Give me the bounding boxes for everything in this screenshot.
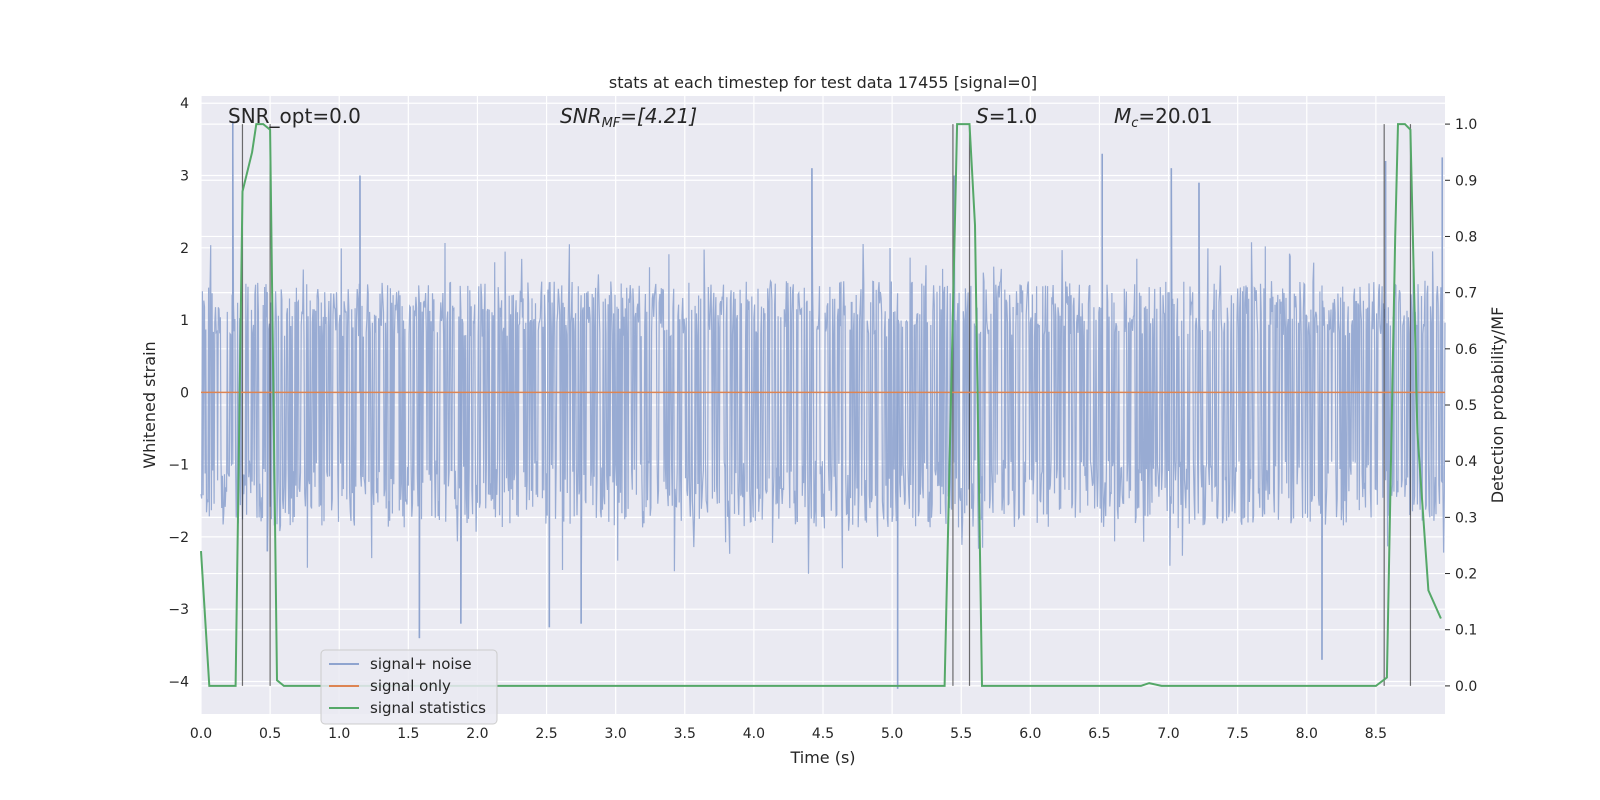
- y-right-tick-label-0: 1.0: [1455, 117, 1477, 133]
- annotation-mc-value: =20.01: [1138, 104, 1212, 128]
- annotation-s-symbol: S: [976, 104, 989, 128]
- annotation-mc: Mc=20.01: [1114, 104, 1212, 131]
- x-tick-label-6: 3.0: [605, 726, 627, 742]
- y-right-tick-label-4: 0.6: [1455, 342, 1477, 358]
- legend: signal+ noise signal only signal statist…: [320, 649, 498, 725]
- x-tick-label-2: 1.0: [328, 726, 350, 742]
- x-tick-label-10: 5.0: [881, 726, 903, 742]
- signal-noise-line: [200, 121, 1446, 689]
- y-left-tick-label-3: 1: [180, 313, 189, 329]
- y-right-tick-label-10: 0.0: [1455, 679, 1477, 695]
- annotation-snr-mf-symbol: SNR: [560, 104, 602, 128]
- y-right-tick-label-7: 0.3: [1455, 510, 1477, 526]
- legend-label-signal-statistics: signal statistics: [370, 699, 486, 717]
- y-right-tick-label-9: 0.1: [1455, 623, 1477, 639]
- x-tick-label-17: 8.5: [1365, 726, 1387, 742]
- x-tick-label-12: 6.0: [1019, 726, 1041, 742]
- legend-label-signal-noise: signal+ noise: [370, 655, 472, 673]
- x-axis-label: Time (s): [789, 748, 855, 767]
- signal-statistics-line: [200, 123, 1442, 687]
- y-right-tick-labels: 1.0 0.9 0.8 0.7 0.6 0.5 0.4 0.3 0.2 0.1 0.0: [1445, 117, 1477, 695]
- chart-title: stats at each timestep for test data 174…: [609, 73, 1037, 92]
- y-right-tick-label-5: 0.5: [1455, 398, 1477, 414]
- y-left-tick-labels: 4 3 2 1 0 −1 −2 −3 −4: [168, 96, 189, 690]
- x-tick-labels: 0.0 0.5 1.0 1.5 2.0 2.5 3.0 3.5 4.0 4.5 5.0 5.5 6.0 6…: [190, 726, 1387, 742]
- x-tick-label-11: 5.5: [950, 726, 972, 742]
- x-tick-label-4: 2.0: [466, 726, 488, 742]
- y-left-tick-label-5: −1: [168, 458, 189, 474]
- x-tick-label-13: 6.5: [1088, 726, 1110, 742]
- y-axis-label-right: Detection probability/MF: [1488, 307, 1507, 504]
- y-left-tick-label-8: −4: [168, 674, 189, 690]
- y-right-tick-label-3: 0.7: [1455, 286, 1477, 302]
- x-tick-label-1: 0.5: [259, 726, 281, 742]
- annotation-snr-mf-value: =[4.21]: [620, 104, 697, 128]
- y-right-tick-label-8: 0.2: [1455, 567, 1477, 583]
- y-left-tick-label-1: 3: [180, 169, 189, 185]
- x-tick-label-8: 4.0: [743, 726, 765, 742]
- x-tick-label-5: 2.5: [535, 726, 557, 742]
- x-tick-label-15: 7.5: [1227, 726, 1249, 742]
- x-tick-label-14: 7.0: [1157, 726, 1179, 742]
- annotation-snr-mf-sub: MF: [602, 116, 621, 131]
- y-left-tick-label-0: 4: [180, 96, 189, 112]
- x-tick-label-9: 4.5: [812, 726, 834, 742]
- annotation-mc-sub: c: [1131, 116, 1138, 131]
- x-tick-label-16: 8.0: [1296, 726, 1318, 742]
- annotation-mc-symbol: M: [1114, 104, 1131, 128]
- grid: [200, 96, 1445, 714]
- legend-box: [320, 649, 498, 725]
- y-right-tick-label-6: 0.4: [1455, 454, 1477, 470]
- signal-statistics-series: [200, 123, 1442, 687]
- annotation-s: S=1.0: [976, 104, 1037, 128]
- legend-label-signal-only: signal only: [370, 677, 451, 695]
- y-left-tick-label-4: 0: [180, 385, 189, 401]
- y-left-tick-label-6: −2: [168, 530, 189, 546]
- y-right-tick-label-2: 0.8: [1455, 229, 1477, 245]
- y-axis-label-left: Whitened strain: [140, 341, 159, 468]
- annotation-s-value: =1.0: [989, 104, 1038, 128]
- y-left-tick-label-7: −3: [168, 602, 189, 618]
- y-left-tick-label-2: 2: [180, 241, 189, 257]
- x-tick-label-3: 1.5: [397, 726, 419, 742]
- annotation-snr-opt: SNR_opt=0.0: [228, 104, 361, 128]
- y-right-tick-label-1: 0.9: [1455, 173, 1477, 189]
- signal-noise-series: [200, 121, 1446, 689]
- x-tick-label-7: 3.5: [674, 726, 696, 742]
- x-tick-label-0: 0.0: [190, 726, 212, 742]
- annotation-snr-mf: SNRMF=[4.21]: [560, 104, 697, 131]
